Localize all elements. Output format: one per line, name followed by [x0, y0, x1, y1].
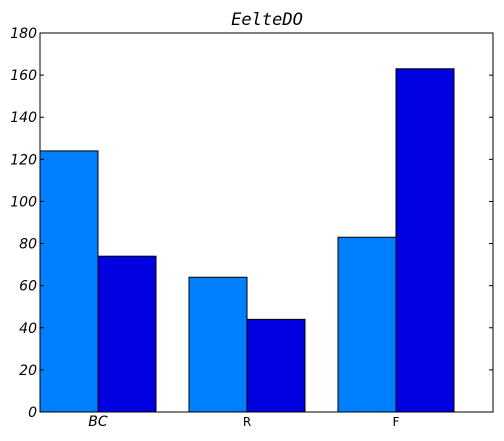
y-tick-label: 0 — [28, 405, 37, 421]
bar-bc-series-2 — [97, 255, 157, 413]
y-tick-label: 120 — [10, 152, 37, 168]
chart-title: EelteDO — [231, 10, 303, 30]
bar-r-series-1 — [188, 276, 248, 413]
bars-group — [39, 68, 455, 413]
y-tick-label: 20 — [19, 363, 37, 379]
y-tick-label: 80 — [19, 237, 37, 253]
y-tick-label: 180 — [10, 26, 37, 42]
bar-r-series-2 — [246, 318, 306, 413]
x-tick-label: R — [243, 415, 251, 429]
bar-f-series-1 — [337, 236, 397, 413]
x-tick-label: BC — [88, 414, 108, 430]
plot-frame — [39, 32, 494, 413]
bar-bc-series-1 — [39, 150, 99, 413]
x-tick-label: F — [393, 415, 400, 429]
y-tick-label: 40 — [19, 321, 37, 337]
y-tick-label: 140 — [10, 110, 37, 126]
bar-f-series-2 — [395, 68, 455, 413]
y-tick-label: 60 — [19, 279, 37, 295]
y-tick-label: 100 — [10, 194, 37, 210]
y-tick-label: 160 — [10, 68, 37, 84]
x-axis-ticks: BC R F — [88, 408, 400, 430]
y-axis-ticks: 0 20 40 60 80 100 120 140 160 180 — [10, 26, 493, 421]
